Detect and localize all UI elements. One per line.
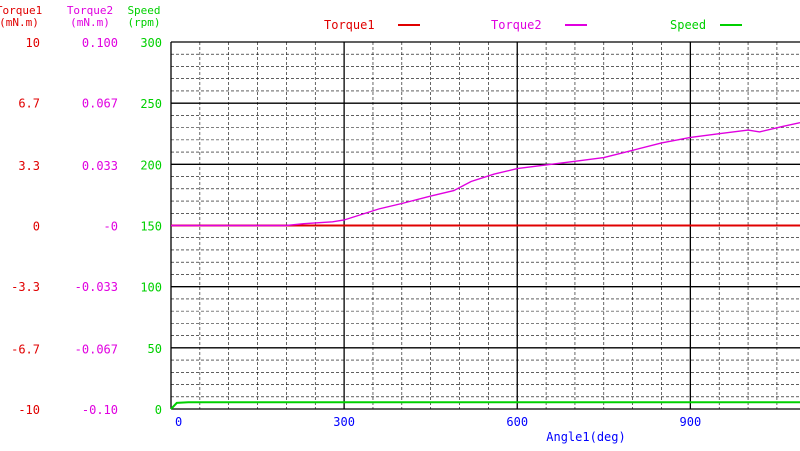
- torque2-tick-label: -0.067: [75, 342, 118, 356]
- series-layer: [170, 122, 800, 410]
- torque2-tick-label: 0.033: [82, 159, 118, 173]
- speed-tick-label: 250: [140, 97, 162, 111]
- x-tick-label: 900: [680, 415, 702, 429]
- torque1-axis-title: Torque1: [0, 4, 42, 17]
- torque2-tick-label: -0.033: [75, 280, 118, 294]
- torque1-tick-label: 6.7: [18, 97, 40, 111]
- speed-tick-label: 0: [155, 403, 162, 417]
- series-line-speed: [170, 401, 800, 410]
- torque1-tick-label: -10: [18, 403, 40, 417]
- legend: Torque1 Torque2 Speed: [324, 18, 742, 32]
- x-axis-label: Angle1(deg): [546, 430, 625, 444]
- legend-label-torque2: Torque2: [491, 18, 542, 32]
- torque1-tick-label: -3.3: [11, 280, 40, 294]
- legend-label-speed: Speed: [670, 18, 706, 32]
- axis-headers: Torque1 (mN.m) Torque2 (mN.m) Speed (rpm…: [0, 4, 161, 29]
- torque1-tick-label: -6.7: [11, 342, 40, 356]
- torque2-axis-title: Torque2: [67, 4, 113, 17]
- y-tick-labels: 10 6.7 3.3 0 -3.3 -6.7 -10 0.100 0.067 0.033 -0 -0.…: [11, 36, 162, 417]
- torque1-tick-label: 10: [26, 36, 40, 50]
- speed-tick-label: 200: [140, 158, 162, 172]
- torque2-axis-unit: (mN.m): [70, 16, 110, 29]
- legend-label-torque1: Torque1: [324, 18, 375, 32]
- speed-tick-label: 300: [140, 36, 162, 50]
- series-line-torque2: [171, 122, 800, 227]
- torque2-tick-label: 0.067: [82, 97, 118, 111]
- speed-tick-label: 100: [140, 281, 162, 295]
- torque2-tick-label: -0.10: [82, 403, 118, 417]
- torque1-tick-label: 3.3: [18, 159, 40, 173]
- speed-tick-label: 50: [148, 342, 162, 356]
- x-tick-label: 300: [333, 415, 355, 429]
- x-tick-label: 600: [506, 415, 528, 429]
- speed-axis-unit: (rpm): [127, 16, 160, 29]
- x-tick-labels: 0 300 600 900: [175, 415, 701, 429]
- torque1-axis-unit: (mN.m): [0, 16, 39, 29]
- torque1-tick-label: 0: [33, 220, 40, 234]
- torque2-tick-label: -0: [104, 220, 118, 234]
- speed-axis-title: Speed: [127, 4, 160, 17]
- x-tick-label: 0: [175, 415, 182, 429]
- torque2-tick-label: 0.100: [82, 36, 118, 50]
- speed-tick-label: 150: [140, 220, 162, 234]
